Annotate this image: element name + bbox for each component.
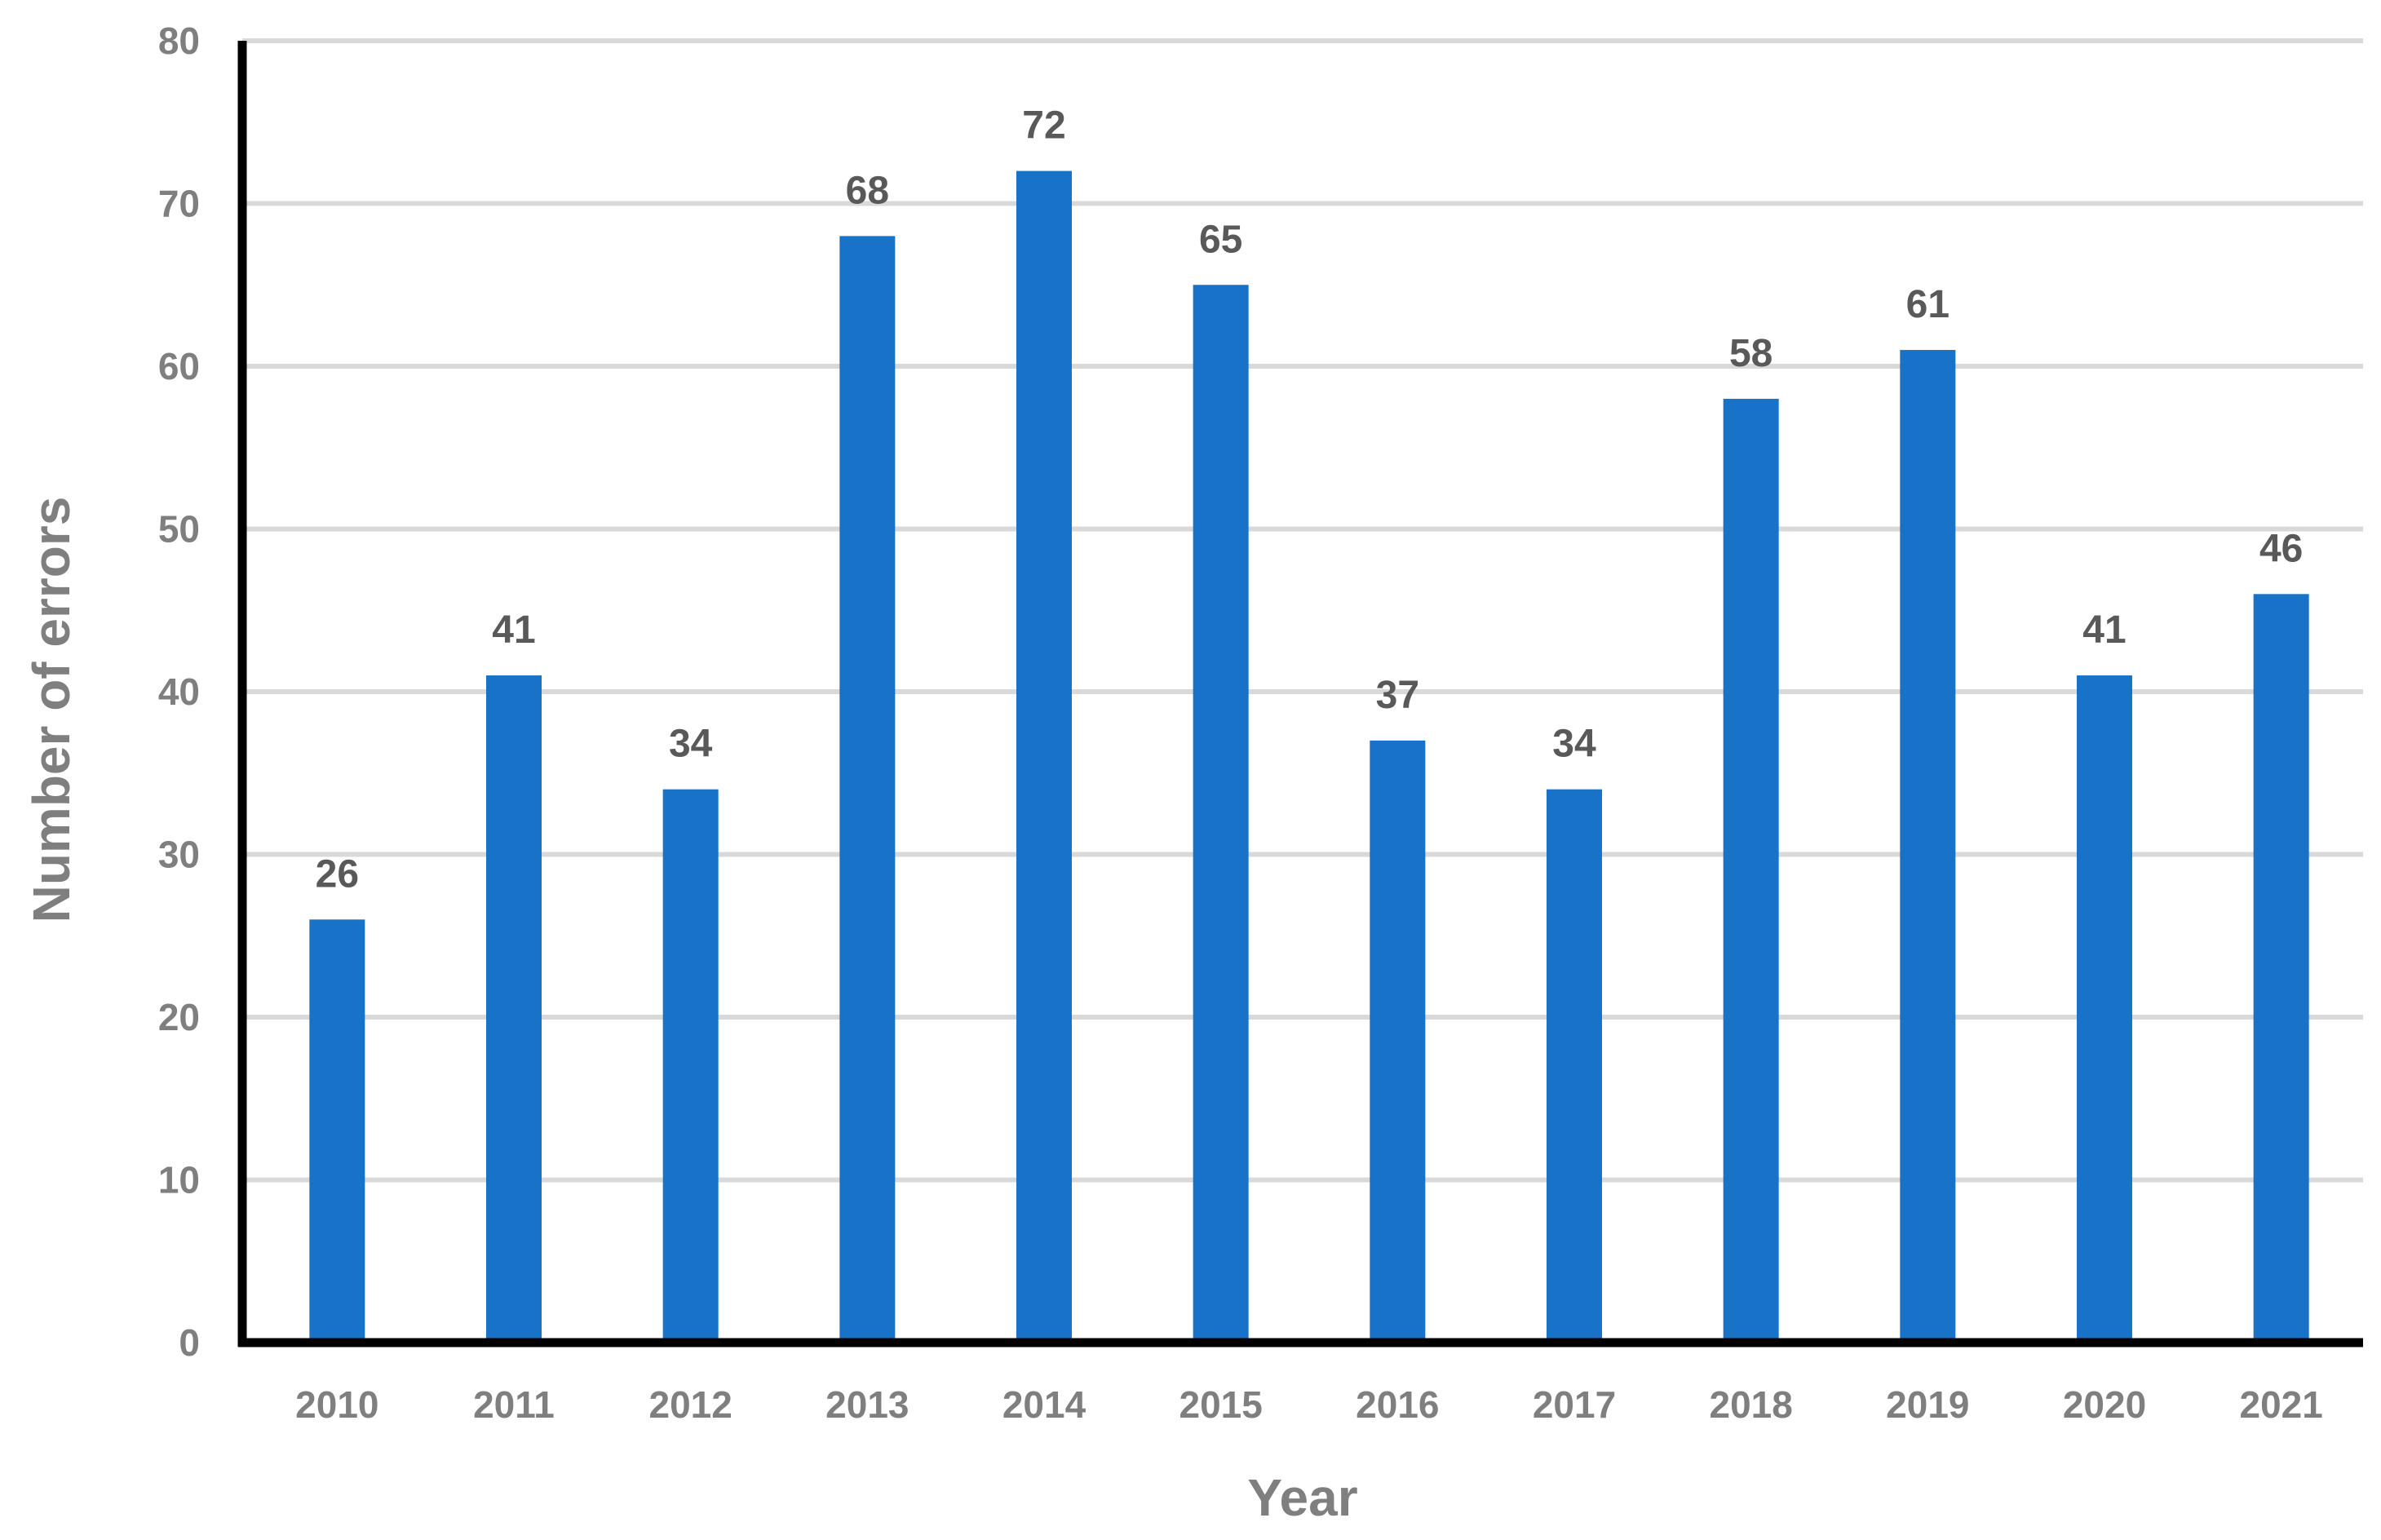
bar-2010 [309,919,365,1343]
y-tick-label: 30 [158,834,200,876]
bar-2019 [1900,350,1956,1343]
x-axis-title: Year [1247,1468,1357,1527]
bar-2016 [1370,740,1426,1343]
bar-2021 [2253,594,2309,1343]
y-tick-label: 60 [158,345,200,387]
x-tick-label: 2019 [1886,1383,1969,1426]
x-tick-label: 2015 [1179,1383,1262,1426]
data-label: 46 [2259,527,2303,570]
x-tick-label: 2018 [1709,1383,1792,1426]
y-tick-label: 0 [179,1321,200,1364]
data-labels: 26 41 34 68 72 65 37 34 58 61 41 46 [316,104,2304,896]
y-tick-label: 50 [158,508,200,551]
x-tick-label: 2012 [648,1383,732,1426]
bar-2015 [1193,285,1249,1343]
data-label: 61 [1906,283,1949,326]
x-tick-label: 2013 [825,1383,909,1426]
x-tick-label: 2020 [2063,1383,2146,1426]
bar-2014 [1016,170,1072,1343]
y-tick-label: 80 [158,20,200,62]
y-tick-label: 20 [158,996,200,1038]
x-tick-label: 2011 [473,1383,555,1426]
y-tick-label: 10 [158,1159,200,1201]
data-label: 68 [846,169,889,212]
x-tick-label: 2017 [1533,1383,1616,1426]
bar-2012 [662,789,719,1343]
data-label: 41 [492,608,535,652]
data-label: 34 [669,723,713,766]
x-tick-labels: 2010 2011 2012 2013 2014 2015 2016 2017 2018 2019… [295,1383,2323,1426]
data-label: 65 [1199,218,1242,261]
data-label: 72 [1022,104,1065,148]
data-label: 41 [2082,608,2126,652]
bar-2013 [839,236,896,1343]
y-tick-label: 40 [158,670,200,713]
y-axis-title: Number of errors [22,497,81,923]
data-label: 37 [1376,674,1419,717]
bar-2018 [1723,398,1779,1343]
y-tick-labels: 0 10 20 30 40 50 60 70 80 [158,20,200,1364]
bar-2011 [486,675,542,1343]
bars [309,170,2309,1343]
gridlines [242,38,2363,1183]
bar-2020 [2077,675,2132,1343]
data-label: 58 [1729,332,1772,375]
x-tick-label: 2016 [1356,1383,1439,1426]
data-label: 26 [316,852,359,896]
bar-2017 [1547,789,1602,1343]
x-tick-label: 2010 [295,1383,378,1426]
x-tick-label: 2021 [2239,1383,2322,1426]
data-label: 34 [1552,723,1596,766]
axes [237,41,2363,1348]
y-tick-label: 70 [158,183,200,225]
x-tick-label: 2014 [1002,1383,1086,1426]
